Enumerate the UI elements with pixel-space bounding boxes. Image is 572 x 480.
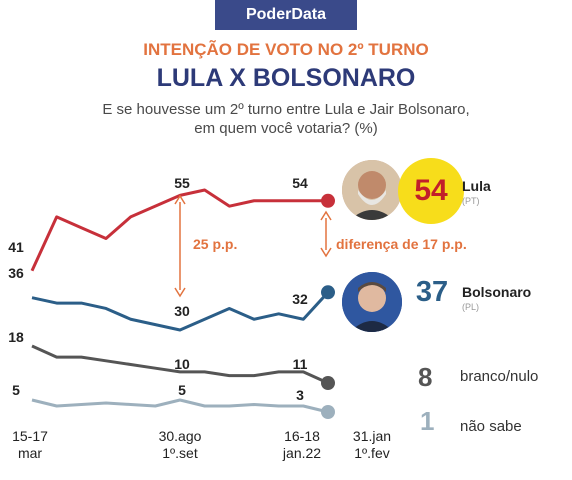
bolsonaro-final-value: 37	[415, 276, 449, 308]
lula-party: (PT)	[462, 196, 480, 206]
nao-sabe-line	[31, 398, 329, 414]
bolsonaro-end-marker	[321, 285, 335, 300]
nao-sabe-end-marker	[321, 405, 335, 419]
gap-now-label: diferença de 17 p.p.	[336, 236, 467, 252]
chart-subtitle: LULA X BOLSONARO	[156, 64, 416, 92]
branco-nulo-label-mid: 10	[174, 356, 190, 372]
nao-sabe-final-value: 1	[420, 406, 435, 436]
gap-past-arrow-head-bottom	[174, 287, 186, 298]
nao-sabe-label-prev: 3	[296, 387, 304, 403]
x-label-set-line1: 30.ago	[158, 428, 202, 444]
lula-label-peak: 55	[174, 175, 190, 191]
x-label-jan-line2: jan.22	[282, 445, 322, 461]
x-label-mar: 15-17 mar	[2, 428, 58, 462]
bolsonaro-line	[31, 291, 330, 332]
x-label-jan: 16-18 jan.22	[272, 428, 332, 462]
branco-nulo-label: branco/nulo	[460, 368, 539, 385]
branco-nulo-final-value: 8	[418, 362, 433, 392]
bolsonaro-label-low: 30	[174, 303, 190, 319]
nao-sabe-label-mid: 5	[178, 382, 186, 398]
gap-now-arrow-head-bottom	[320, 247, 332, 258]
gap-past-arrow-head-top	[174, 194, 186, 205]
annotation-layer: 25 p.p. diferença de 17 p.p.	[174, 194, 467, 298]
bolsonaro-label-prev: 32	[292, 291, 308, 307]
x-label-set: 30.ago 1º.set	[150, 428, 210, 462]
branco-nulo-line	[31, 344, 329, 385]
lula-photo	[342, 160, 402, 220]
gap-now-arrow-head-top	[320, 210, 332, 221]
bolsonaro-photo	[342, 272, 402, 332]
chart-title: INTENÇÃO DE VOTO NO 2º TURNO	[143, 40, 429, 59]
bolsonaro-avatar-icon	[342, 272, 402, 332]
lula-final-value: 54	[398, 158, 464, 224]
x-label-fev: 31.jan 1º.fev	[342, 428, 402, 462]
branco-nulo-label-first: 18	[8, 329, 24, 345]
bolsonaro-party: (PL)	[462, 302, 480, 312]
nao-sabe-label: não sabe	[460, 418, 522, 435]
question-line-2: em quem você votaria? (%)	[194, 120, 378, 137]
x-label-mar-line1: 15-17	[12, 428, 48, 444]
branco-nulo-end-marker	[321, 376, 335, 390]
x-label-jan-line1: 16-18	[284, 428, 320, 444]
brand-badge: PoderData	[215, 0, 357, 30]
lula-end-marker	[321, 193, 335, 208]
lula-label-prev: 54	[292, 175, 308, 191]
branco-nulo-label-prev: 11	[293, 356, 308, 372]
x-label-set-line2: 1º.set	[162, 445, 198, 461]
bolsonaro-name: Bolsonaro	[462, 284, 532, 300]
bolsonaro-label-first: 36	[8, 265, 24, 281]
x-label-fev-line1: 31.jan	[352, 428, 392, 444]
question-line-1: E se houvesse um 2º turno entre Lula e J…	[102, 101, 470, 118]
x-label-mar-line2: mar	[17, 445, 43, 461]
chart-question: E se houvesse um 2º turno entre Lula e J…	[50, 100, 522, 138]
lula-name: Lula	[462, 178, 491, 194]
x-label-fev-line2: 1º.fev	[354, 445, 390, 461]
lula-avatar-icon	[342, 160, 402, 220]
nao-sabe-label-first: 5	[12, 382, 20, 398]
gap-past-label: 25 p.p.	[193, 236, 237, 252]
lula-label-first: 41	[8, 239, 24, 255]
